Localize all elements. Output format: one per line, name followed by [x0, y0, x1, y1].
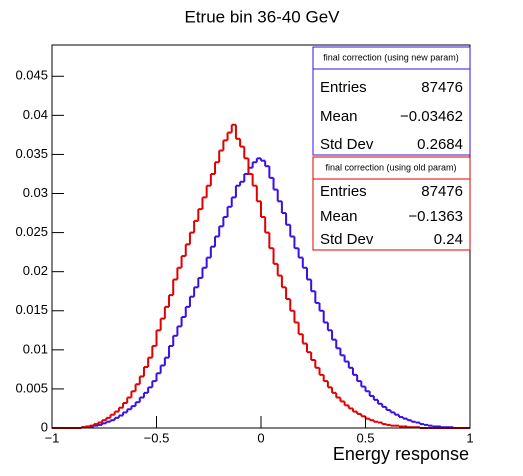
stats-label: Mean: [320, 108, 358, 125]
stats-value: 0.2684: [417, 136, 463, 153]
x-axis-label: Energy response: [333, 444, 469, 464]
y-tick-label: 0.03: [23, 185, 48, 200]
stats-value: 87476: [421, 183, 463, 200]
x-tick-label: −0.5: [144, 430, 170, 445]
stats-value: 0.24: [434, 231, 463, 248]
y-tick-label: 0.025: [15, 224, 48, 239]
stats-box: [312, 46, 471, 156]
stats-label: Std Dev: [320, 231, 374, 248]
y-tick-label: 0.045: [15, 68, 48, 83]
y-tick-label: 0.02: [23, 263, 48, 278]
x-tick-label: 1: [466, 430, 473, 445]
x-tick-label: 0.5: [356, 430, 374, 445]
x-tick-label: 0: [257, 430, 264, 445]
y-tick-label: 0: [41, 419, 48, 434]
stats-value: −0.03462: [400, 108, 463, 125]
chart-title: Etrue bin 36-40 GeV: [185, 7, 341, 26]
stats-label: Mean: [320, 208, 358, 225]
stats-title: final correction (using old param): [325, 162, 456, 172]
stats-label: Entries: [320, 79, 367, 96]
stats-value: 87476: [421, 79, 463, 96]
stats-box: [312, 156, 471, 251]
x-tick-label: −1: [45, 430, 60, 445]
y-tick-label: 0.005: [15, 380, 48, 395]
stats-label: Std Dev: [320, 136, 374, 153]
stats-title: final correction (using new param): [323, 52, 459, 62]
y-tick-label: 0.04: [23, 107, 48, 122]
stats-value: −0.1363: [408, 208, 463, 225]
y-tick-label: 0.01: [23, 341, 48, 356]
y-tick-label: 0.035: [15, 146, 48, 161]
stats-label: Entries: [320, 183, 367, 200]
y-tick-label: 0.015: [15, 302, 48, 317]
